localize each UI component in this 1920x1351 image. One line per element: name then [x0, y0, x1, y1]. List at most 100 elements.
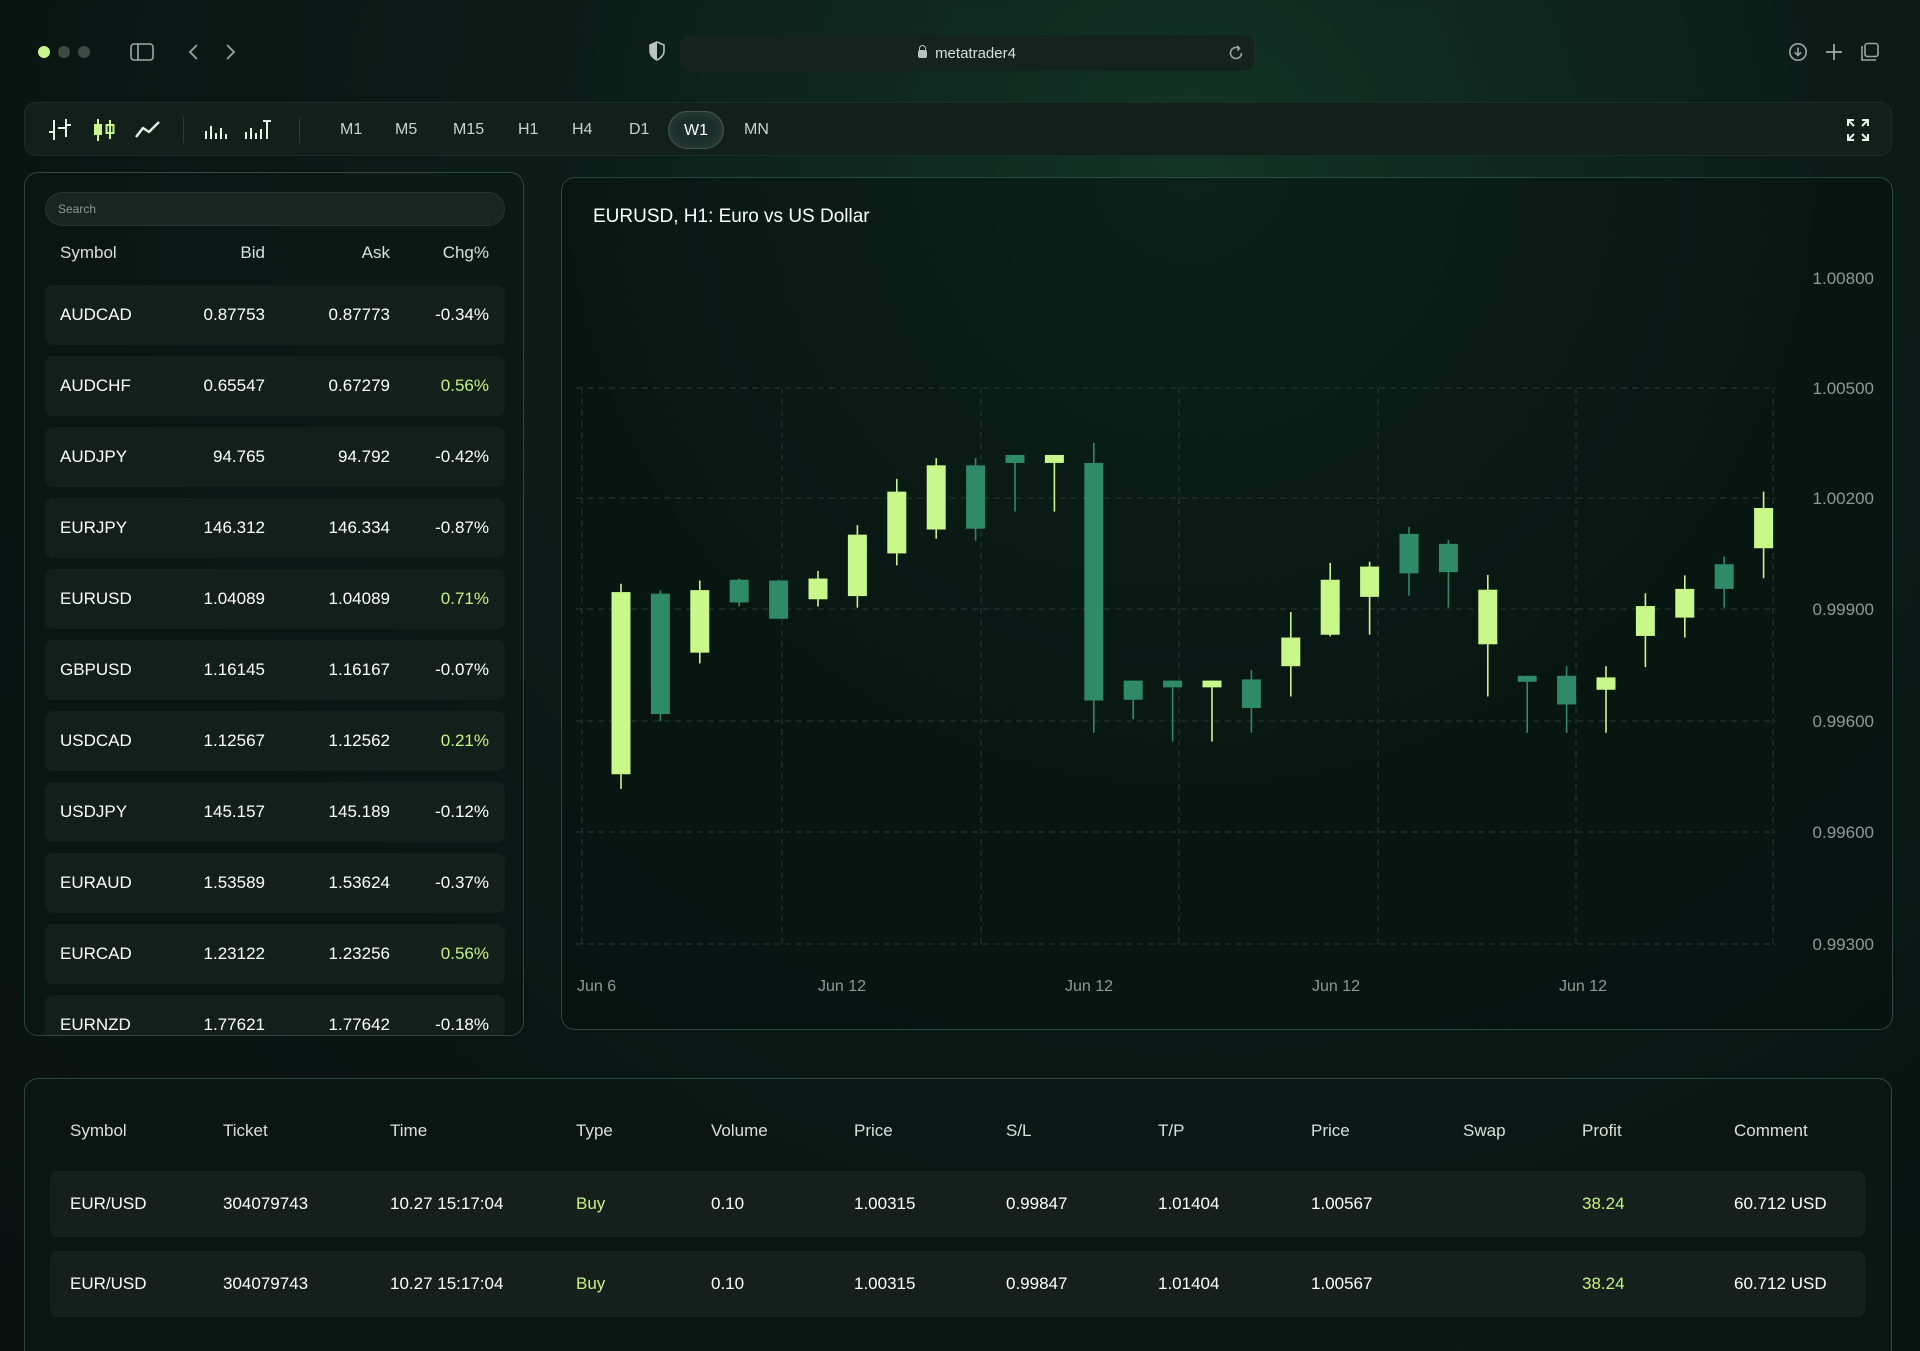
watchlist-row[interactable]: AUDCHF 0.65547 0.67279 0.56%	[45, 356, 505, 416]
candle[interactable]	[1084, 443, 1104, 733]
order-row[interactable]: EUR/USD 304079743 10.27 15:17:04 Buy 0.10 1.0…	[50, 1171, 1866, 1237]
timeframe-m5[interactable]: M5	[395, 121, 418, 138]
candle[interactable]	[966, 458, 986, 541]
order-current-price: 1.00567	[1311, 1274, 1373, 1293]
maximize-window-button[interactable]	[78, 46, 90, 58]
candlestick-chart[interactable]: 1.00800 1.00500 1.00200 0.99900 0.99600 0.996…	[562, 178, 1893, 1030]
order-ticket: 304079743	[223, 1194, 309, 1213]
watchlist-row[interactable]: EURCAD 1.23122 1.23256 0.56%	[45, 924, 505, 984]
orders-column-type[interactable]: Type	[576, 1121, 613, 1140]
watchlist-row[interactable]: AUDCAD 0.87753 0.87773 -0.34%	[45, 285, 505, 345]
minimize-window-button[interactable]	[58, 46, 70, 58]
chevron-left-icon[interactable]	[182, 40, 206, 64]
close-window-button[interactable]	[38, 46, 50, 58]
candle[interactable]	[1320, 562, 1340, 637]
candle[interactable]	[1596, 666, 1616, 733]
candle[interactable]	[690, 580, 710, 664]
watchlist-row[interactable]: USDCAD 1.12567 1.12562 0.21%	[45, 711, 505, 771]
volume-icon[interactable]	[201, 115, 231, 145]
candle[interactable]	[729, 578, 749, 607]
watchlist-row[interactable]: AUDJPY 94.765 94.792 -0.42%	[45, 427, 505, 487]
candle[interactable]	[1360, 561, 1380, 635]
candle[interactable]	[650, 590, 670, 722]
chart-title: EURUSD, H1: Euro vs US Dollar	[593, 206, 870, 227]
watchlist-symbol: EURNZD	[60, 1015, 131, 1034]
candle[interactable]	[1675, 575, 1695, 638]
timeframe-w1[interactable]: W1	[668, 111, 724, 149]
orders-column-price2[interactable]: Price	[1311, 1121, 1350, 1140]
candle[interactable]	[1714, 556, 1734, 608]
timeframe-m15[interactable]: M15	[453, 121, 485, 138]
watchlist-ask: 94.792	[338, 447, 390, 466]
candle[interactable]	[1635, 593, 1655, 668]
indicators-icon[interactable]	[243, 115, 273, 145]
watchlist-row[interactable]: USDJPY 145.157 145.189 -0.12%	[45, 782, 505, 842]
candle-body	[926, 465, 946, 530]
watchlist-symbol: USDCAD	[60, 731, 132, 750]
order-row[interactable]: EUR/USD 304079743 10.27 15:17:04 Buy 0.10 1.0…	[50, 1251, 1866, 1317]
candlestick-chart-type-icon[interactable]	[89, 115, 119, 145]
address-bar[interactable]: metatrader4	[680, 35, 1254, 71]
watchlist-row[interactable]: EURUSD 1.04089 1.04089 0.71%	[45, 569, 505, 629]
candle[interactable]	[1754, 491, 1774, 579]
candle[interactable]	[1202, 680, 1222, 742]
plus-icon[interactable]	[1822, 40, 1846, 64]
column-chg[interactable]: Chg%	[442, 243, 489, 262]
candle[interactable]	[1557, 666, 1577, 733]
column-symbol[interactable]: Symbol	[60, 243, 117, 262]
orders-column-comment[interactable]: Comment	[1734, 1121, 1808, 1140]
candle[interactable]	[1478, 574, 1498, 697]
column-ask[interactable]: Ask	[361, 243, 390, 262]
candle[interactable]	[1281, 612, 1301, 697]
order-tp: 1.01404	[1158, 1194, 1220, 1213]
candle[interactable]	[1241, 669, 1261, 733]
orders-column-price[interactable]: Price	[854, 1121, 893, 1140]
candle[interactable]	[926, 458, 946, 539]
orders-column-volume[interactable]: Volume	[711, 1121, 768, 1140]
orders-column-symbol[interactable]: Symbol	[70, 1121, 127, 1140]
chevron-right-icon[interactable]	[218, 40, 242, 64]
download-icon[interactable]	[1786, 40, 1810, 64]
timeframe-h1[interactable]: H1	[518, 121, 539, 138]
candle[interactable]	[1438, 539, 1458, 608]
watchlist-row[interactable]: GBPUSD 1.16145 1.16167 -0.07%	[45, 640, 505, 700]
line-chart-type-icon[interactable]	[133, 115, 163, 145]
search-input[interactable]	[45, 192, 505, 226]
candle[interactable]	[1005, 454, 1025, 512]
watchlist-row[interactable]: EURJPY 146.312 146.334 -0.87%	[45, 498, 505, 558]
candle[interactable]	[611, 583, 631, 789]
candle[interactable]	[769, 579, 789, 619]
orders-column-ticket[interactable]: Ticket	[223, 1121, 268, 1140]
candle[interactable]	[1044, 454, 1064, 512]
candle[interactable]	[887, 478, 907, 566]
orders-column-tp[interactable]: T/P	[1158, 1121, 1185, 1140]
candle[interactable]	[1517, 675, 1537, 733]
candle[interactable]	[847, 525, 867, 608]
candle[interactable]	[808, 570, 828, 607]
timeframe-mn[interactable]: MN	[744, 121, 769, 138]
watchlist-bid: 1.23122	[203, 944, 265, 963]
orders-column-sl[interactable]: S/L	[1006, 1121, 1032, 1140]
order-profit: 38.24	[1582, 1194, 1625, 1213]
sidebar-icon[interactable]	[130, 40, 154, 64]
watchlist-row[interactable]: EURNZD 1.77621 1.77642 -0.18%	[45, 995, 505, 1035]
bar-chart-type-icon[interactable]	[45, 115, 75, 145]
timeframe-m1[interactable]: M1	[340, 121, 363, 138]
order-price: 1.00315	[854, 1274, 916, 1293]
orders-column-swap[interactable]: Swap	[1463, 1121, 1506, 1140]
orders-column-time[interactable]: Time	[390, 1121, 428, 1140]
orders-column-profit[interactable]: Profit	[1582, 1121, 1622, 1140]
order-current-price: 1.00567	[1311, 1194, 1373, 1213]
timeframe-d1[interactable]: D1	[629, 121, 650, 138]
column-bid[interactable]: Bid	[240, 243, 265, 262]
candle[interactable]	[1163, 680, 1183, 742]
watchlist-row[interactable]: EURAUD 1.53589 1.53624 -0.37%	[45, 853, 505, 913]
fullscreen-icon[interactable]	[1845, 117, 1871, 143]
shield-icon[interactable]	[645, 39, 669, 63]
watchlist-bid: 1.53589	[203, 873, 265, 892]
tabs-icon[interactable]	[1858, 40, 1882, 64]
candle[interactable]	[1399, 527, 1419, 596]
reload-icon[interactable]	[1226, 43, 1246, 63]
candle[interactable]	[1123, 680, 1143, 720]
timeframe-h4[interactable]: H4	[572, 121, 593, 138]
